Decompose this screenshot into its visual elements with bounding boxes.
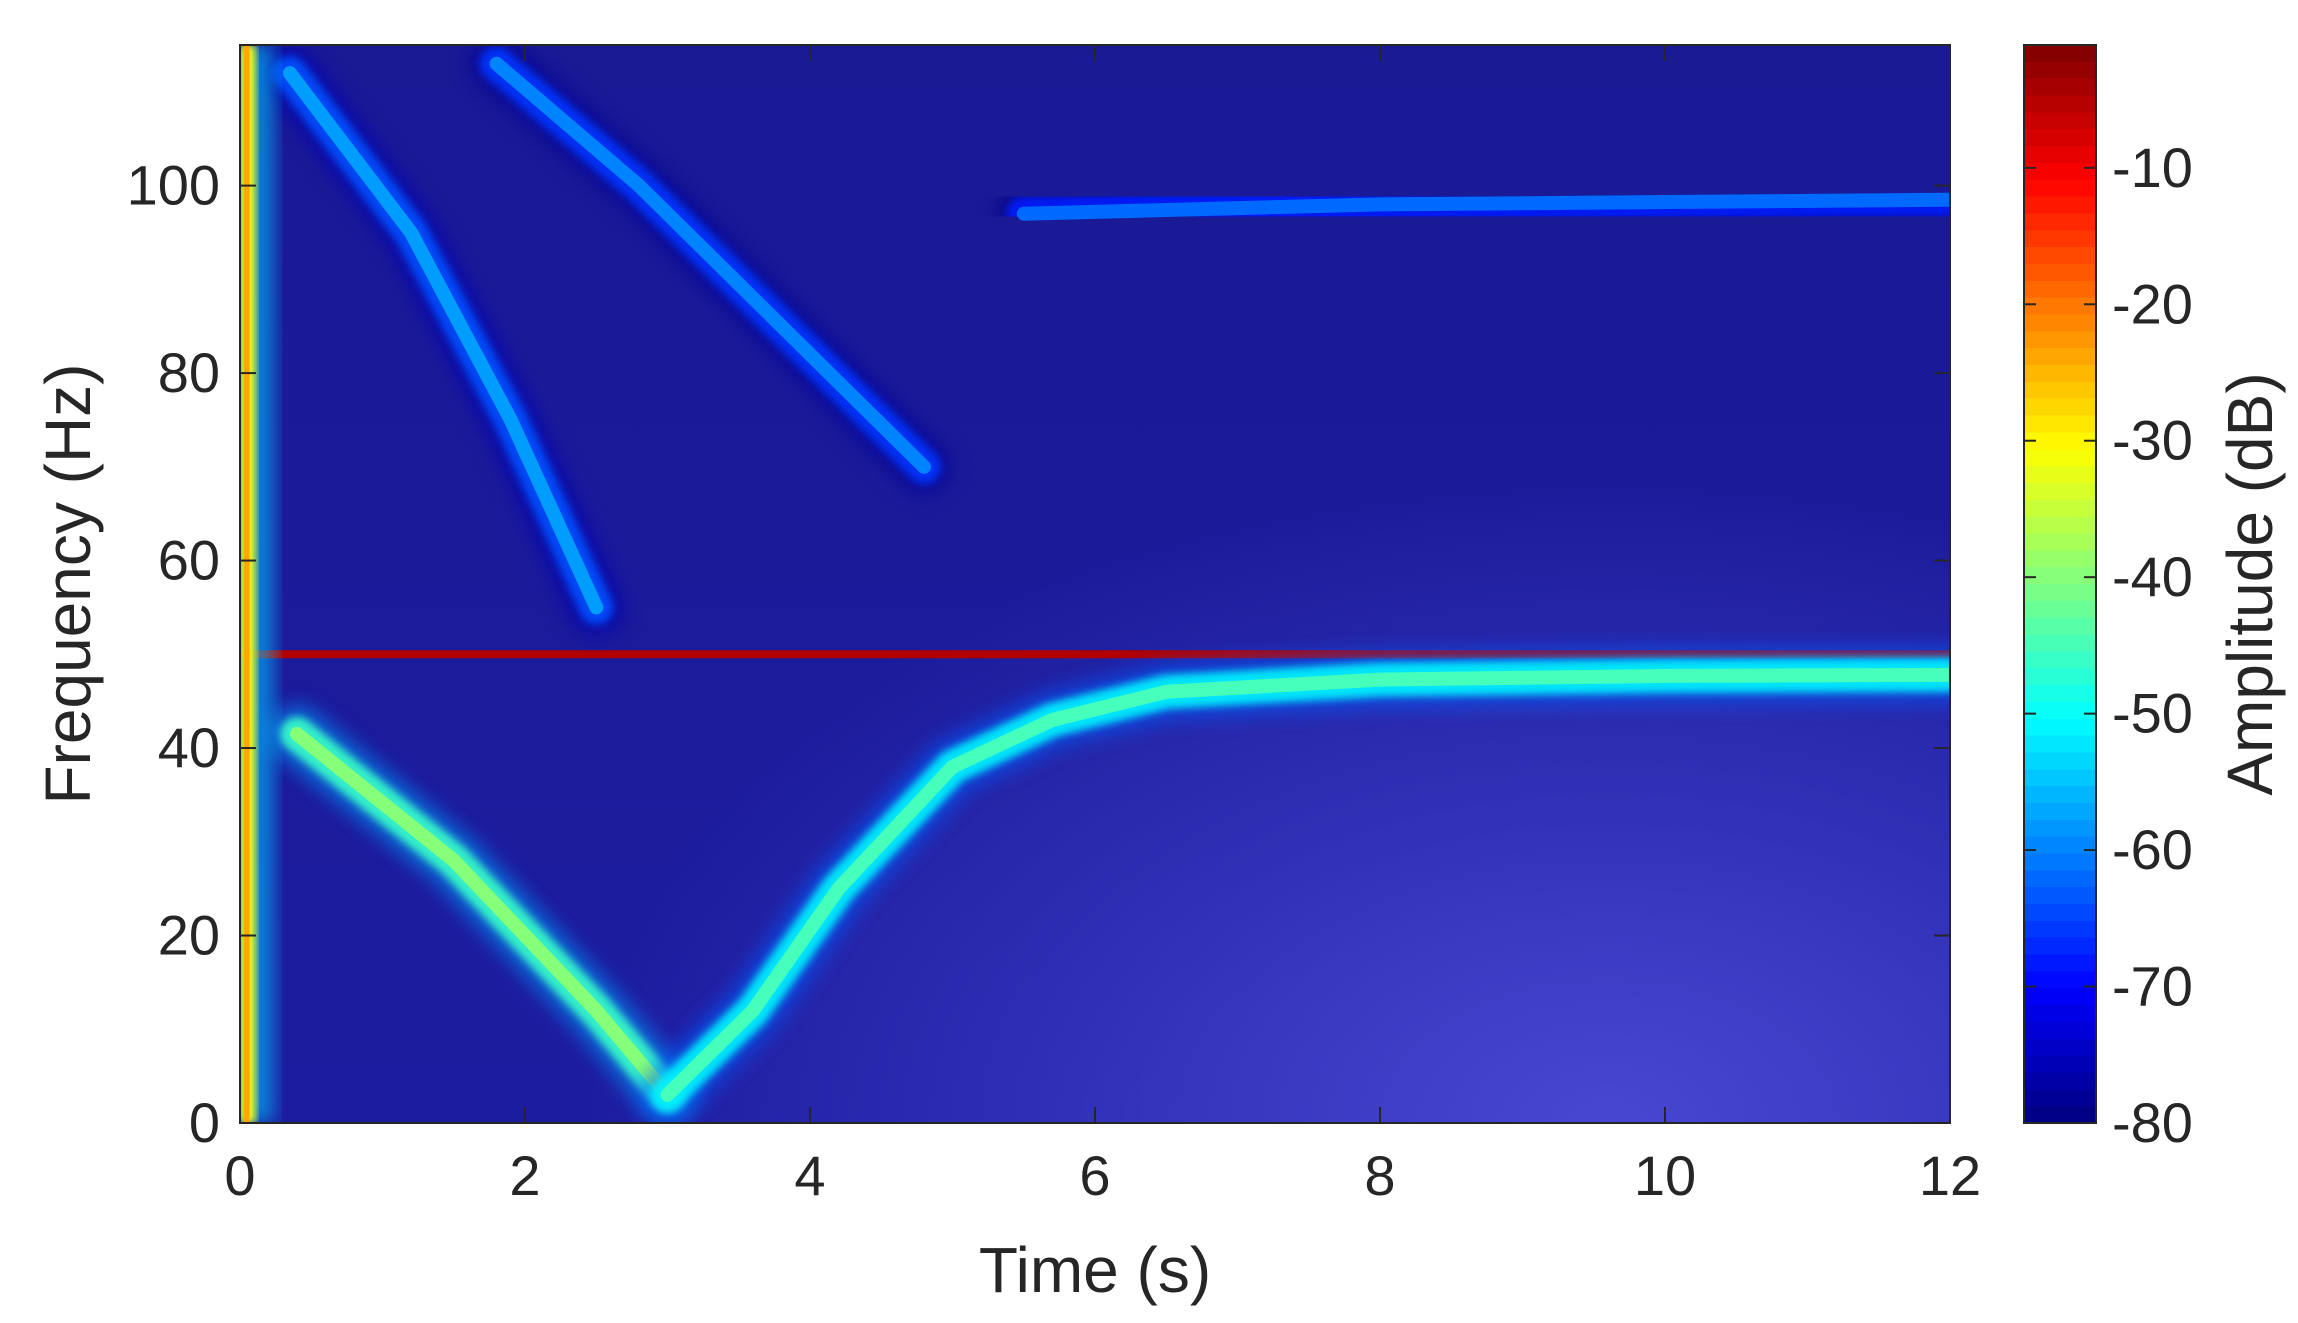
feature-2-ridge <box>660 667 1950 1102</box>
colorbar-tick-label: -60 <box>2112 818 2193 881</box>
x-tick-label: 12 <box>1919 1144 1981 1207</box>
transient-core <box>243 45 250 1123</box>
y-tick-label: 20 <box>158 904 220 967</box>
colorbar-label: Amplitude (dB) <box>2214 372 2286 795</box>
x-axis-ticks: 0 2 4 6 8 10 12 <box>224 45 1981 1207</box>
y-axis-ticks: 0 20 40 60 80 100 <box>127 154 1950 1154</box>
colorbar-tick-label: -40 <box>2112 545 2193 608</box>
x-tick-label: 4 <box>794 1144 825 1207</box>
feature-3-ridge <box>282 66 604 615</box>
plot-area <box>239 44 1951 1124</box>
spectral-features <box>240 45 1950 1123</box>
colorbar-tick-label: -50 <box>2112 682 2193 745</box>
y-axis-label: Frequency (Hz) <box>32 364 104 805</box>
feature-4-ridge <box>489 56 931 474</box>
colorbar-tick-label: -20 <box>2112 272 2193 335</box>
x-tick-label: 2 <box>509 1144 540 1207</box>
y-tick-label: 40 <box>158 716 220 779</box>
y-tick-label: 80 <box>158 341 220 404</box>
x-tick-label: 0 <box>224 1144 255 1207</box>
colorbar-tick-label: -10 <box>2112 136 2193 199</box>
colorbar-tick-label: -80 <box>2112 1091 2193 1154</box>
y-tick-label: 60 <box>158 529 220 592</box>
y-tick-label: 100 <box>127 154 220 217</box>
y-tick-label: 0 <box>189 1091 220 1154</box>
x-tick-label: 10 <box>1634 1144 1696 1207</box>
x-tick-label: 8 <box>1364 1144 1395 1207</box>
feature-5-ridge <box>1016 192 1950 221</box>
x-axis-label: Time (s) <box>979 1234 1211 1306</box>
x-tick-label: 6 <box>1079 1144 1110 1207</box>
feature-1-ridge <box>290 727 675 1102</box>
colorbar-fill <box>2023 44 2097 1124</box>
colorbar-ticks: -80 -70 -60 -50 -40 -30 -20 -10 <box>2024 136 2193 1154</box>
colorbar-tick-label: -70 <box>2112 955 2193 1018</box>
colorbar: -80 -70 -60 -50 -40 -30 -20 -10 Amplitude (dB) <box>2023 44 2286 1154</box>
colorbar-tick-label: -30 <box>2112 409 2193 472</box>
